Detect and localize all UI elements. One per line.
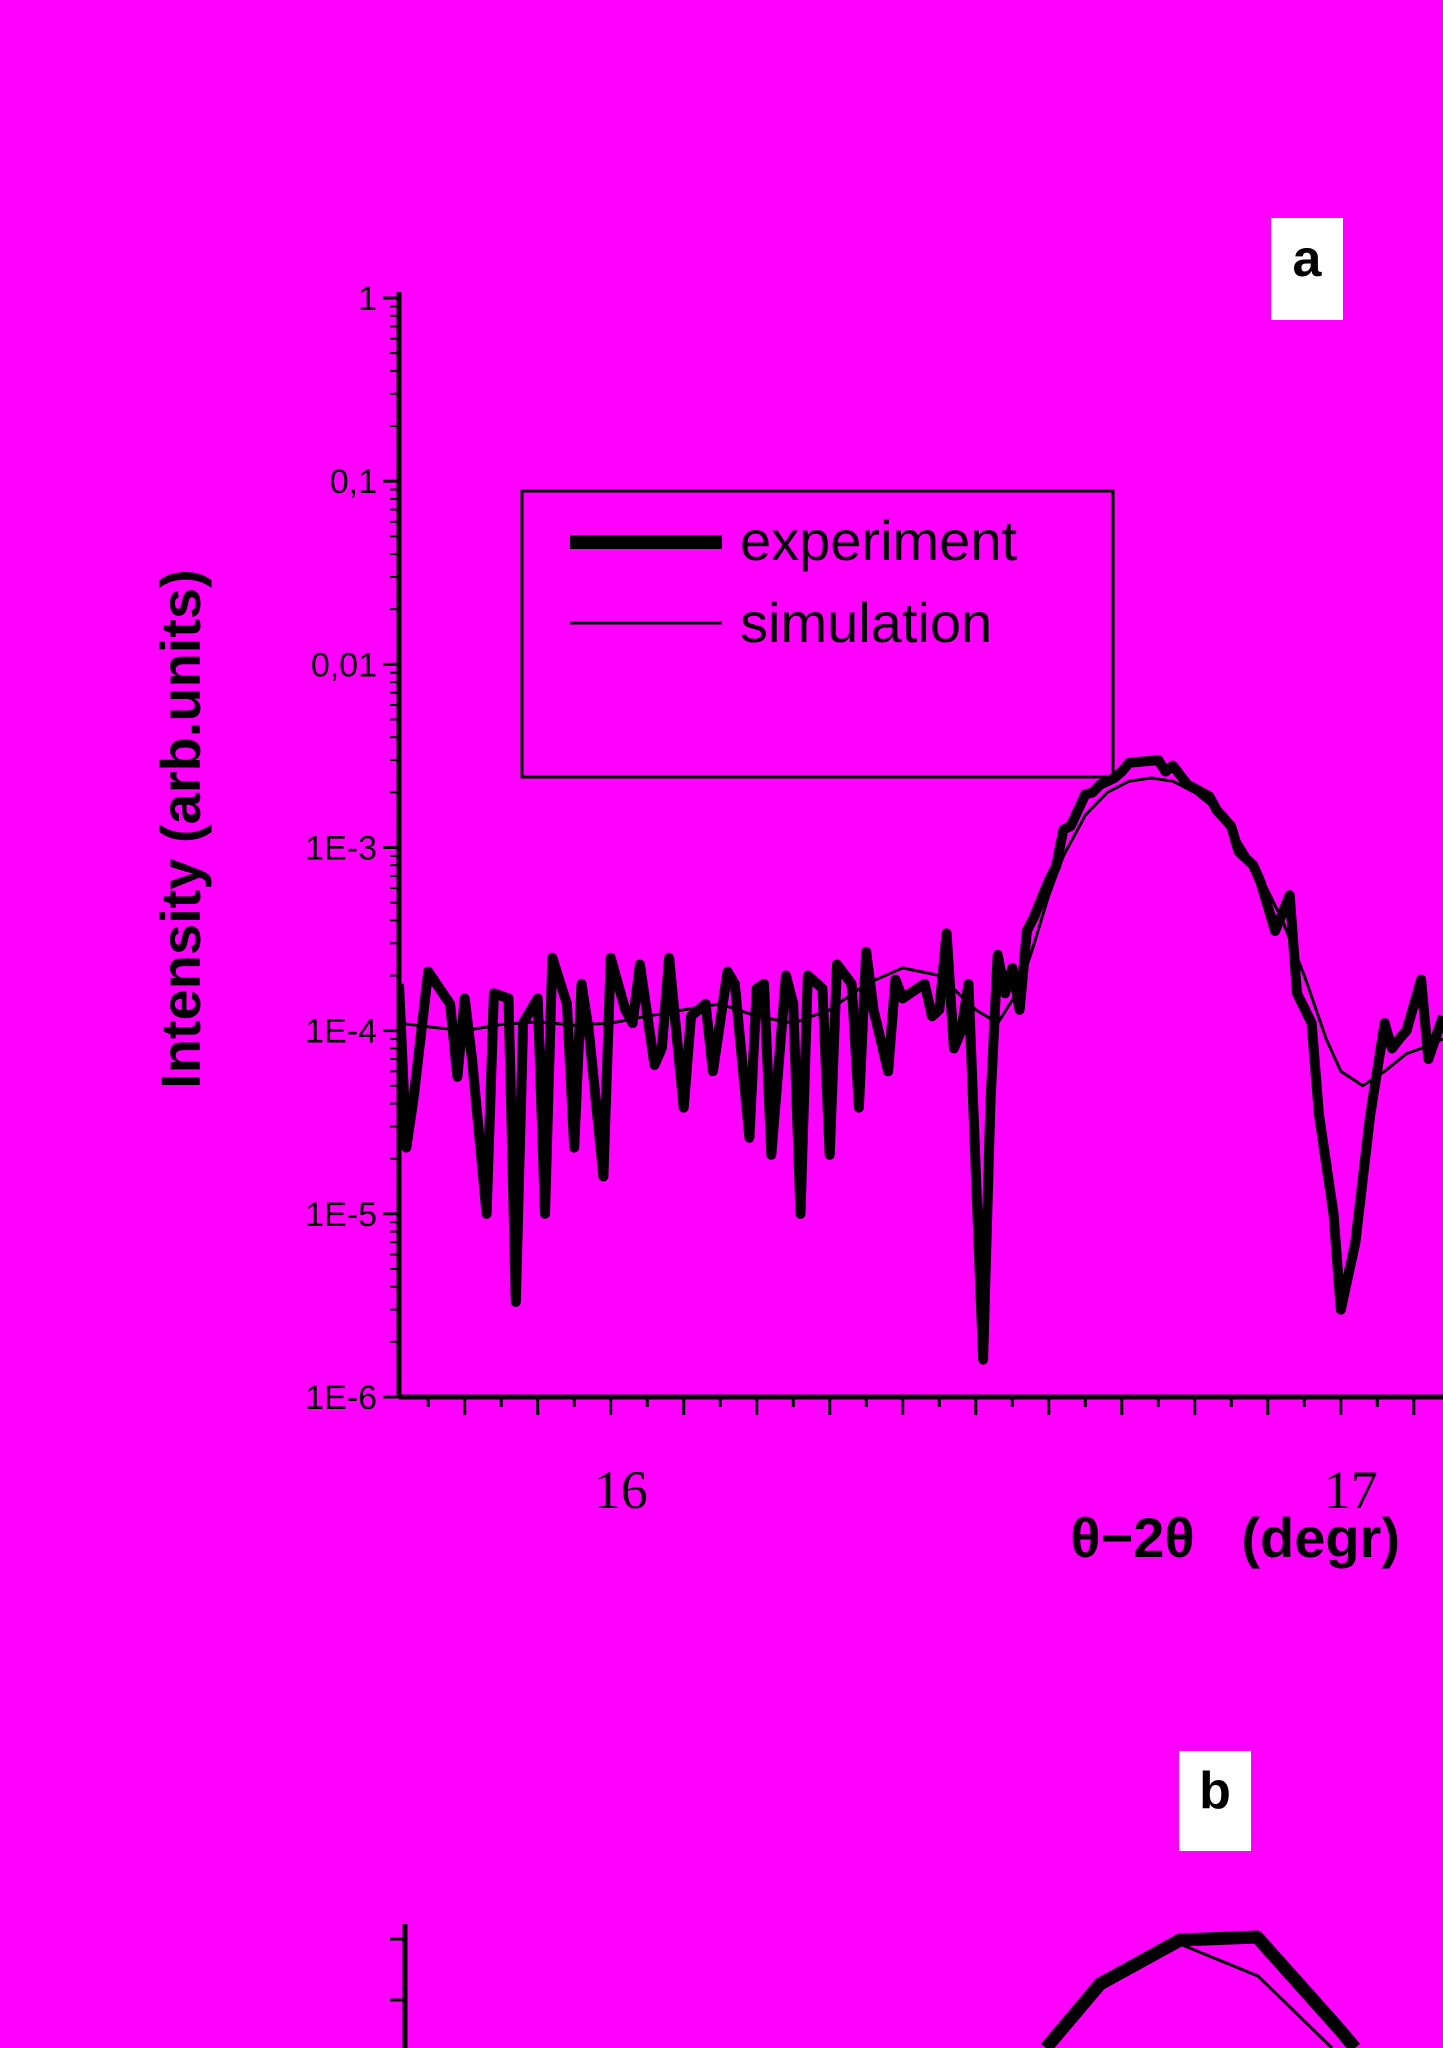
- legend-box: [520, 489, 1115, 779]
- panel-b-label-box: [1179, 1751, 1251, 1851]
- legend-label-experiment: experiment: [740, 509, 1017, 572]
- x-tick-label: 16: [594, 1460, 648, 1520]
- series-line-experiment: [399, 755, 1443, 1365]
- y-tick-label: 1E-6: [305, 1379, 377, 1417]
- y-tick-label: 0,1: [330, 463, 377, 501]
- panel-a-series: [399, 755, 1443, 1365]
- y-tick-label: 1E-5: [305, 1196, 377, 1234]
- series-line-simulation: [399, 776, 1443, 1088]
- panel-b-label: b: [1199, 1762, 1231, 1820]
- legend-label-simulation: simulation: [740, 591, 992, 654]
- panel-b-simulation-line: [1044, 1942, 1334, 2048]
- y-tick-label: 1E-3: [305, 830, 377, 868]
- x-axis-title: θ−2θ (degr): [1070, 1506, 1400, 1569]
- panel-a-label: a: [1293, 230, 1323, 288]
- y-tick-label: 0,01: [311, 646, 377, 684]
- y-axis-title: Intensity (arb.units): [149, 569, 212, 1089]
- legend: experiment simulation: [520, 489, 1115, 779]
- panel-a: a 1 0,1 0,01 1E-3 1E-4 1E-5 1E-6 16 17 Intensity…: [149, 218, 1443, 1569]
- panel-a-label-box: [1271, 218, 1343, 320]
- panel-a-ticks: 1 0,1 0,01 1E-3 1E-4 1E-5 1E-6 16 17: [305, 280, 1416, 1520]
- x-tick-label: 17: [1324, 1460, 1378, 1520]
- panel-b: b: [390, 1751, 1360, 2048]
- y-tick-label: 1E-4: [305, 1013, 377, 1051]
- y-tick-label: 1: [358, 280, 377, 318]
